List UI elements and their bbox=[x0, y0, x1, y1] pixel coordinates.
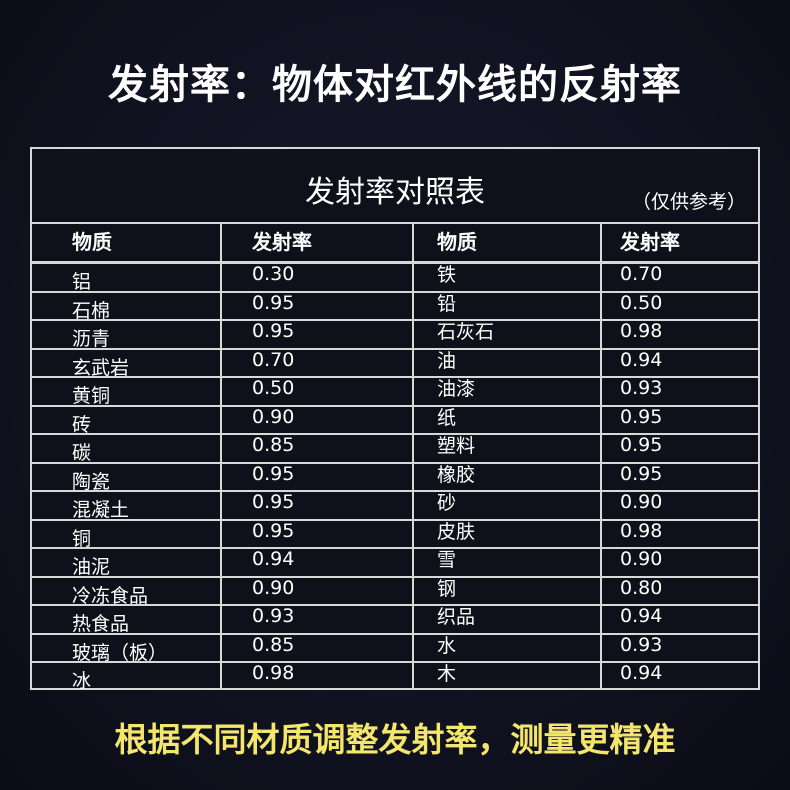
table-row: 碳 0.85 塑料 0.95 bbox=[32, 434, 758, 464]
table-row: 玄武岩 0.70 油 0.94 bbox=[32, 348, 758, 379]
cell-emissivity-2: 0.95 bbox=[620, 434, 663, 456]
cell-material-2: 油漆 bbox=[437, 378, 476, 400]
cell-material-2: 钢 bbox=[437, 577, 457, 600]
cell-emissivity-2: 0.94 bbox=[620, 605, 663, 627]
table-header-row: 物质 发射率 物质 发射率 bbox=[32, 224, 758, 264]
cell-emissivity-2: 0.95 bbox=[620, 405, 663, 428]
cell-material: 玄武岩 bbox=[72, 356, 130, 379]
cell-emissivity: 0.93 bbox=[252, 605, 295, 627]
table-row: 砖 0.90 纸 0.95 bbox=[32, 405, 758, 436]
cell-material: 铜 bbox=[72, 527, 92, 550]
cell-emissivity-2: 0.93 bbox=[620, 377, 663, 399]
cell-emissivity: 0.94 bbox=[252, 548, 295, 570]
table-row: 铜 0.95 皮肤 0.98 bbox=[32, 519, 758, 550]
table-row: 油泥 0.94 雪 0.90 bbox=[32, 548, 758, 578]
cell-material: 混凝土 bbox=[72, 499, 130, 521]
cell-emissivity-2: 0.50 bbox=[620, 291, 663, 314]
table-row: 混凝土 0.95 砂 0.90 bbox=[32, 491, 758, 521]
cell-material-2: 织品 bbox=[437, 606, 476, 628]
table-row: 玻璃（板） 0.85 水 0.93 bbox=[32, 633, 758, 664]
cell-material-2: 砂 bbox=[437, 492, 457, 514]
cell-material-2: 橡胶 bbox=[437, 463, 476, 486]
cell-material-2: 油 bbox=[437, 349, 457, 372]
cell-material: 冰 bbox=[72, 670, 92, 692]
table-row: 石棉 0.95 铅 0.50 bbox=[32, 291, 758, 322]
cell-material: 陶瓷 bbox=[72, 470, 111, 493]
cell-emissivity: 0.95 bbox=[252, 519, 295, 542]
cell-material: 沥青 bbox=[72, 328, 111, 350]
cell-emissivity: 0.95 bbox=[252, 491, 295, 513]
table-title: 发射率对照表 bbox=[305, 175, 485, 210]
cell-emissivity-2: 0.98 bbox=[620, 320, 663, 342]
table-row: 沥青 0.95 石灰石 0.98 bbox=[32, 320, 758, 350]
cell-material: 玻璃（板） bbox=[72, 641, 168, 664]
cell-material: 碳 bbox=[72, 442, 92, 464]
cell-emissivity-2: 0.90 bbox=[620, 491, 663, 513]
cell-material: 热食品 bbox=[72, 613, 130, 635]
cell-material-2: 雪 bbox=[437, 549, 457, 571]
cell-emissivity: 0.85 bbox=[252, 633, 295, 656]
footer-slogan: 根据不同材质调整发射率，测量更精准 bbox=[114, 720, 676, 759]
cell-emissivity: 0.95 bbox=[252, 320, 295, 342]
header-emissivity: 发射率 bbox=[252, 230, 312, 254]
cell-material: 油泥 bbox=[72, 556, 111, 578]
headline: 发射率：物体对红外线的反射率 bbox=[108, 62, 682, 108]
cell-material: 石棉 bbox=[72, 299, 111, 322]
table-body: 铝 0.30 铁 0.70 石棉 0.95 铅 0.50 沥青 0.95 石灰石 0.98 玄武岩 0.7… bbox=[32, 263, 758, 692]
column-divider bbox=[600, 224, 602, 688]
cell-material-2: 木 bbox=[437, 663, 457, 685]
table-row: 铝 0.30 铁 0.70 bbox=[32, 263, 758, 293]
cell-material: 黄铜 bbox=[72, 385, 111, 407]
table-title-row: 发射率对照表 （仅供参考） bbox=[32, 149, 758, 224]
cell-emissivity-2: 0.98 bbox=[620, 519, 663, 542]
cell-emissivity: 0.30 bbox=[252, 263, 295, 285]
column-divider bbox=[220, 224, 222, 688]
cell-emissivity: 0.90 bbox=[252, 576, 295, 599]
cell-material-2: 塑料 bbox=[437, 435, 476, 457]
cell-emissivity: 0.95 bbox=[252, 291, 295, 314]
cell-material-2: 铅 bbox=[437, 292, 457, 315]
cell-emissivity: 0.50 bbox=[252, 377, 295, 399]
cell-emissivity: 0.85 bbox=[252, 434, 295, 456]
cell-material: 铝 bbox=[72, 271, 92, 293]
cell-emissivity: 0.70 bbox=[252, 348, 295, 371]
cell-emissivity-2: 0.94 bbox=[620, 662, 663, 684]
cell-emissivity: 0.98 bbox=[252, 662, 295, 684]
cell-emissivity-2: 0.94 bbox=[620, 348, 663, 371]
cell-material-2: 石灰石 bbox=[437, 321, 495, 343]
emissivity-table: 发射率对照表 （仅供参考） 物质 发射率 物质 发射率 铝 0.30 铁 0.70 石棉… bbox=[30, 147, 760, 692]
cell-emissivity-2: 0.93 bbox=[620, 633, 663, 656]
header-material: 物质 bbox=[72, 230, 112, 254]
table-row: 冷冻食品 0.90 钢 0.80 bbox=[32, 576, 758, 607]
cell-emissivity-2: 0.80 bbox=[620, 576, 663, 599]
cell-emissivity-2: 0.90 bbox=[620, 548, 663, 570]
cell-emissivity-2: 0.70 bbox=[620, 263, 663, 285]
table-note: （仅供参考） bbox=[631, 191, 746, 213]
cell-emissivity-2: 0.95 bbox=[620, 462, 663, 485]
table-row: 黄铜 0.50 油漆 0.93 bbox=[32, 377, 758, 407]
cell-material-2: 纸 bbox=[437, 406, 457, 429]
table-row: 热食品 0.93 织品 0.94 bbox=[32, 605, 758, 635]
cell-emissivity: 0.90 bbox=[252, 405, 295, 428]
table-row: 冰 0.98 木 0.94 bbox=[32, 662, 758, 692]
cell-material: 砖 bbox=[72, 413, 92, 436]
header-material-2: 物质 bbox=[437, 230, 477, 254]
column-divider bbox=[412, 224, 414, 688]
cell-material-2: 皮肤 bbox=[437, 520, 476, 543]
cell-material: 冷冻食品 bbox=[72, 584, 149, 607]
header-emissivity-2: 发射率 bbox=[620, 230, 680, 254]
table-row: 陶瓷 0.95 橡胶 0.95 bbox=[32, 462, 758, 493]
cell-material-2: 铁 bbox=[437, 264, 457, 286]
cell-emissivity: 0.95 bbox=[252, 462, 295, 485]
cell-material-2: 水 bbox=[437, 634, 457, 657]
